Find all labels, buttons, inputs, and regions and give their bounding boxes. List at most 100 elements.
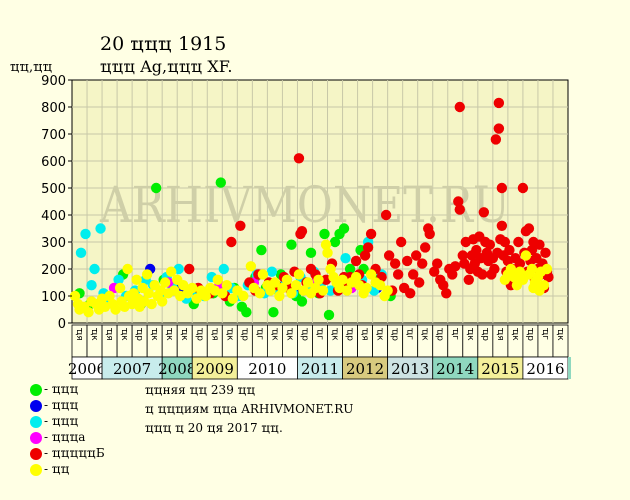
month-label: ҵг [254,328,264,340]
data-point [302,277,314,288]
data-point [543,271,554,283]
month-labels: ҵя ҵк ҵя ҵк ҵр ҵк ҵк ҵк ҵр ҵя ҵк ҵр ҵг ҵк ҵк ҵр ҵг ҵк ҵр ҵя… [71,324,569,358]
legend-label: - ҵҵҵа [44,430,86,444]
data-point [365,228,377,240]
month-label: ҵк [420,328,430,341]
month-label: ҵк [119,328,129,341]
data-point [317,285,329,296]
data-point [305,247,317,258]
year-label: 2010 [248,360,286,378]
data-point [477,269,488,280]
note-average-price: ҵҵняя ҵҵ 239 ҵҵ [145,383,256,397]
data-point [499,236,511,248]
data-point [166,266,177,277]
data-point [407,269,419,280]
data-point [241,307,252,318]
data-point [438,280,449,291]
data-point [104,290,115,302]
data-point [141,269,153,280]
data-point [245,261,257,272]
y-tick-label: 800 [41,101,66,116]
watermark: ARHIVMONET.RU [99,176,510,234]
month-label: ҵк [224,328,234,341]
month-label: ҵг [315,328,325,340]
data-point [541,263,553,275]
data-point [478,207,490,218]
data-point [296,296,308,307]
data-point [131,274,142,285]
y-tick-label: 700 [41,128,66,143]
data-point [340,253,351,264]
data-point [471,244,482,256]
data-point [392,269,404,280]
info-notes: ҵҵняя ҵҵ 239 ҵҵ ҵ ҵҵҵиям ҵҵа ARHIVMONET.… [145,383,353,440]
month-label: ҵк [284,328,294,341]
y-tick-label: 100 [41,290,66,305]
data-point [513,236,524,248]
year-label: 2013 [391,360,429,378]
y-tick-label: 900 [41,74,66,89]
data-point [523,223,535,234]
data-point [389,258,401,269]
data-point [159,277,171,288]
data-point [221,280,233,291]
month-label: ҵг [540,328,550,340]
data-point [95,223,106,234]
data-point [274,290,285,302]
legend-label: - ҵҵҵ [44,414,79,428]
data-point [269,277,281,288]
y-tick-label: 400 [41,209,66,224]
data-point [286,239,297,250]
year-label: 2012 [346,360,384,378]
data-point [417,258,428,269]
month-label: ҵр [525,328,535,341]
data-point [266,266,278,277]
data-point [401,255,413,267]
legend-marker [30,432,42,444]
data-point [281,274,293,285]
data-point [380,209,392,221]
data-point [514,266,526,277]
legend-label: - ҵҵҵ [44,382,79,396]
data-point [150,182,162,194]
data-point [83,307,94,318]
data-point [350,271,362,283]
data-point [350,255,362,267]
year-label: 2007 [113,360,151,378]
data-point [454,204,465,215]
month-label: ҵк [89,328,99,341]
data-point [365,269,377,280]
note-date: ҵҵҵ ҵ 20 ҵя 2017 ҵҵ. [145,421,283,435]
year-label: 2011 [301,360,339,378]
data-point [323,309,335,321]
data-point [110,304,121,315]
data-point [256,244,267,256]
year-label: 2009 [196,360,234,378]
data-point [217,288,228,299]
year-label: 2015 [481,360,519,378]
month-label: ҵг [405,328,415,340]
month-label: ҵк [375,328,385,341]
legend-marker [30,384,42,396]
y-axis-ticks: 0 100 200 300 400 500 600 700 800 900 [41,74,72,332]
data-point [200,290,211,302]
data-point [453,196,464,207]
data-point [113,274,124,285]
data-point [520,250,532,261]
data-point [450,261,461,272]
data-point [238,290,249,302]
month-label: ҵг [450,328,460,340]
month-label: ҵя [104,328,114,341]
data-point [432,258,443,269]
month-label: ҵк [149,328,159,341]
data-point [457,250,468,261]
month-label: ҵр [194,328,204,341]
data-point [410,250,422,261]
data-point [80,228,91,240]
data-point [337,274,348,285]
data-point [424,228,435,240]
year-label: 2016 [526,360,564,378]
data-point [187,282,198,294]
legend-label: - ҵҵ [44,462,70,476]
